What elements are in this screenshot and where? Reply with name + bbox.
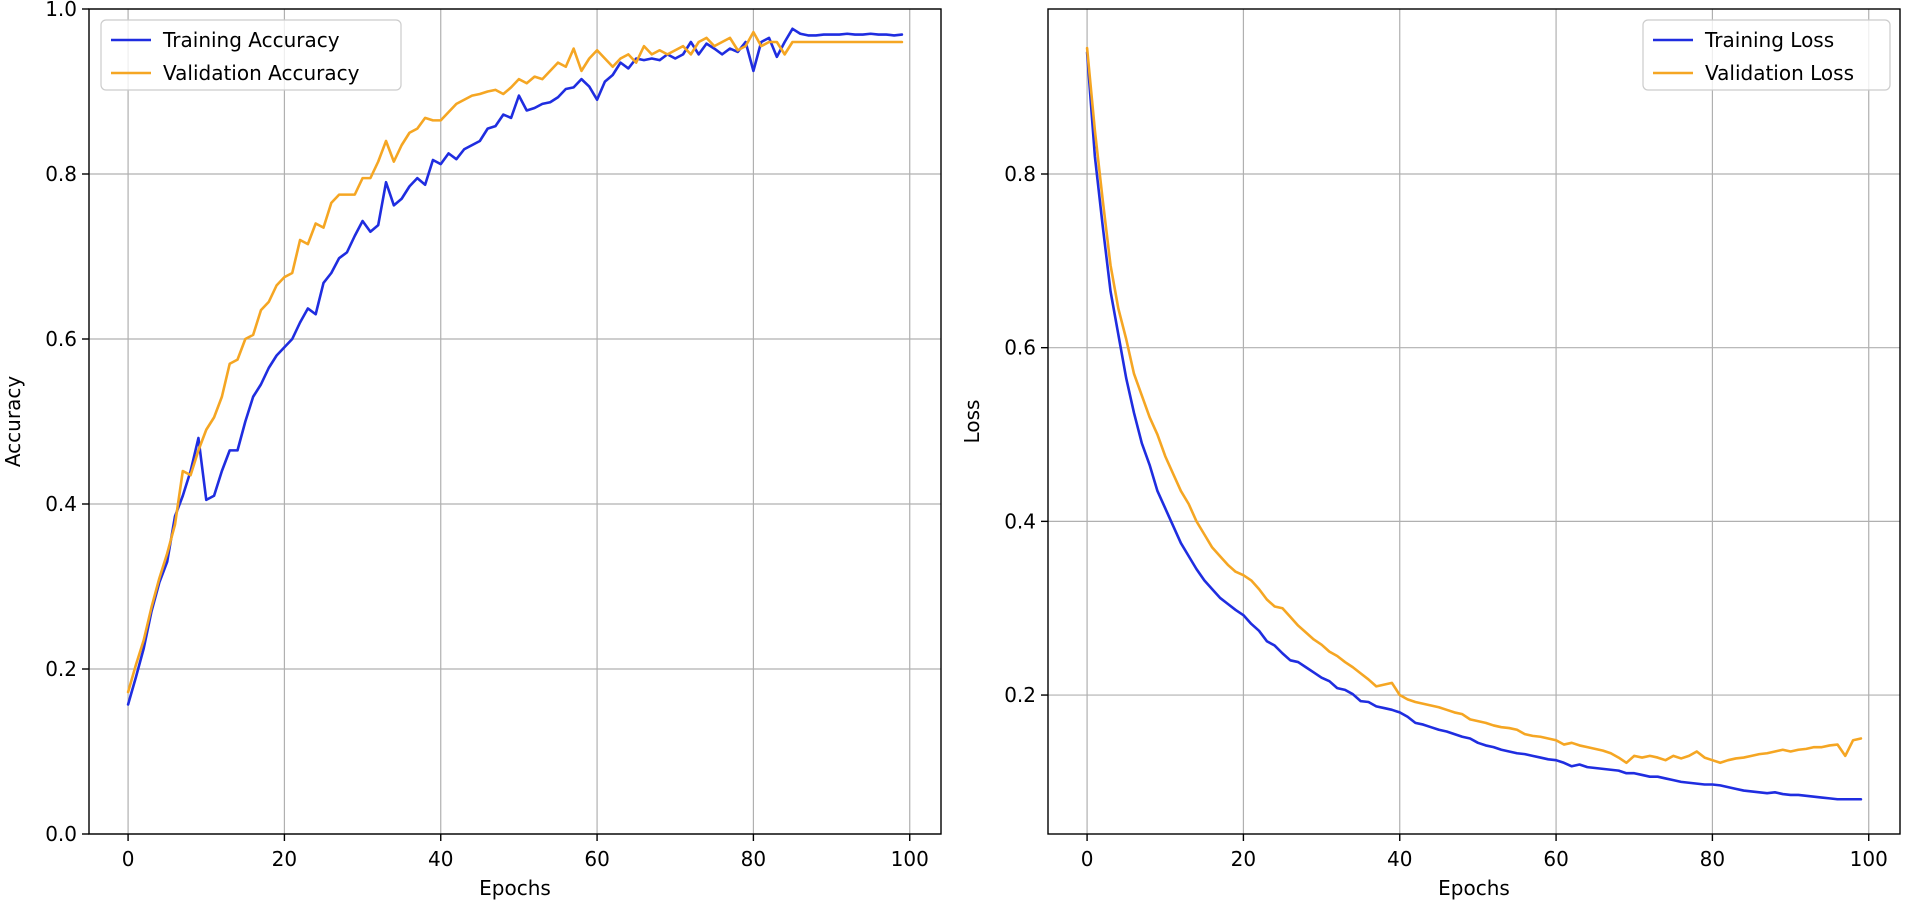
accuracy-series-training-accuracy [126,27,904,706]
loss-ytick-label: 0.4 [1004,509,1036,533]
accuracy-legend-box [100,19,402,91]
accuracy-xtick-label: 80 [741,847,766,871]
loss-ytick-label: 0.2 [1004,683,1036,707]
accuracy-xtick-label: 20 [272,847,297,871]
accuracy-ytick-label: 0.6 [45,327,77,351]
accuracy-y-axis-label: Accuracy [1,376,25,467]
accuracy-xtick-label: 100 [891,847,929,871]
accuracy-x-axis-label: Epochs [479,876,551,900]
accuracy-xtick-label: 0 [122,847,135,871]
loss-xtick-label: 100 [1850,847,1888,871]
loss-ytick-label: 0.8 [1004,162,1036,186]
loss-xtick-label: 40 [1387,847,1412,871]
loss-grid [1048,9,1900,834]
loss-x-axis-label: Epochs [1438,876,1510,900]
accuracy-chart-panel: 0 20 40 60 80 100 0.0 0.2 0.4 0.6 0.8 1.0 Epochs Accu… [1,0,942,900]
accuracy-legend-label-training-accuracy: Training Accuracy [162,28,340,52]
loss-legend-box [1642,19,1891,91]
loss-legend-label-training-loss: Training Loss [1704,28,1834,52]
accuracy-ytick-label: 0.4 [45,492,77,516]
loss-legend: Training Loss Validation Loss [1642,19,1891,91]
accuracy-ytick-label: 0.0 [45,822,77,846]
loss-series-training-loss [1085,51,1863,801]
accuracy-series-validation-accuracy [126,30,904,694]
accuracy-plot-frame [88,8,942,835]
loss-xtick-label: 80 [1700,847,1725,871]
accuracy-legend: Training Accuracy Validation Accuracy [100,19,402,91]
accuracy-ytick-label: 0.2 [45,657,77,681]
loss-chart-panel: 0 20 40 60 80 100 0.2 0.4 0.6 0.8 Epochs Loss Traini… [960,8,1901,900]
accuracy-ytick-label: 0.8 [45,162,77,186]
accuracy-ytick-label: 1.0 [45,0,77,21]
accuracy-xtick-label: 40 [428,847,453,871]
loss-ytick-label: 0.6 [1004,336,1036,360]
accuracy-xtick-label: 60 [584,847,609,871]
loss-y-axis-label: Loss [960,400,984,444]
loss-legend-label-validation-loss: Validation Loss [1705,61,1854,85]
loss-series-validation-loss [1085,46,1863,765]
loss-xtick-label: 60 [1543,847,1568,871]
accuracy-legend-label-validation-accuracy: Validation Accuracy [163,61,360,85]
loss-xtick-label: 0 [1081,847,1094,871]
loss-xtick-label: 20 [1231,847,1256,871]
loss-plot-frame [1047,8,1901,835]
